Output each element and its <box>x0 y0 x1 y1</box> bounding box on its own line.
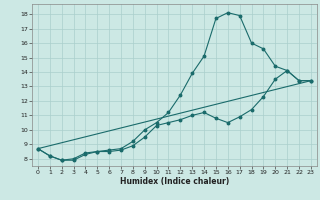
X-axis label: Humidex (Indice chaleur): Humidex (Indice chaleur) <box>120 177 229 186</box>
